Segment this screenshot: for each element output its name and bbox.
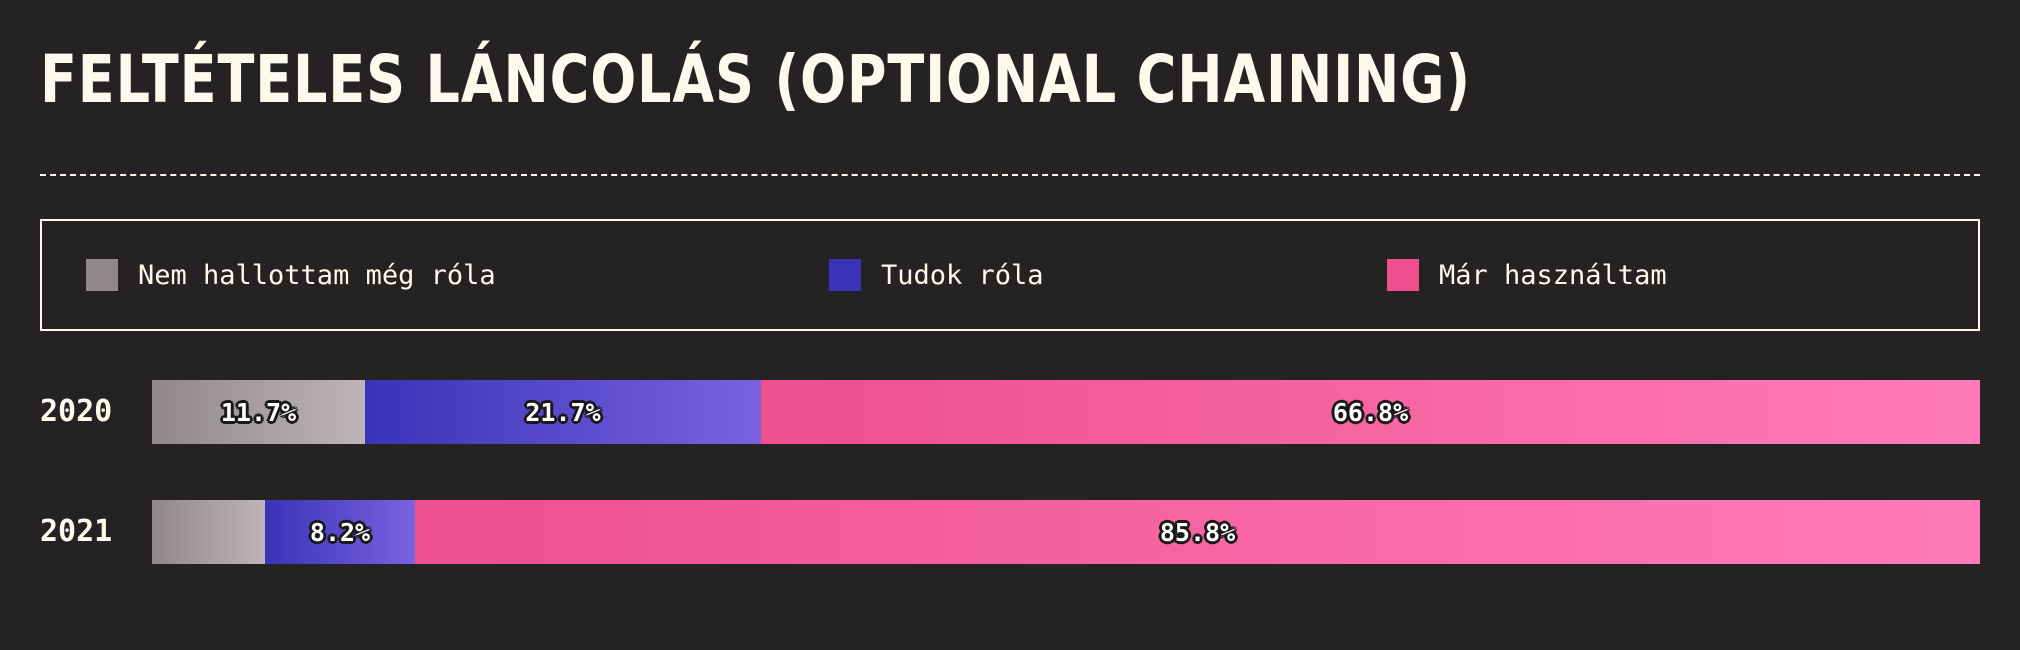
legend-item-never-heard[interactable]: Nem hallottam még róla [86, 259, 496, 291]
bar-segment-2021-used-it[interactable]: 85.8% [415, 500, 1980, 564]
bar-segment-2020-used-it[interactable]: 66.8% [761, 380, 1980, 444]
bar-row-2020: 11.7% 21.7% 66.8% [152, 380, 1980, 444]
bar-segment-2020-never-heard[interactable]: 11.7% [152, 380, 365, 444]
chart-title: FELTÉTELES LÁNCOLÁS (OPTIONAL CHAINING) [40, 41, 1471, 118]
bar-value-label: 8.2% [309, 517, 371, 547]
legend-label-used-it: Már használtam [1439, 259, 1667, 291]
bar-value-label: 21.7% [525, 397, 601, 427]
bar-segment-2021-never-heard[interactable] [152, 500, 265, 564]
legend-label-know-about: Tudok róla [881, 259, 1044, 291]
legend-swatch-never-heard [86, 259, 118, 291]
bar-segment-2021-know-about[interactable]: 8.2% [265, 500, 415, 564]
legend-swatch-know-about [829, 259, 861, 291]
bar-segment-2020-know-about[interactable]: 21.7% [365, 380, 761, 444]
divider [40, 174, 1980, 176]
legend-item-used-it[interactable]: Már használtam [1387, 259, 1667, 291]
year-label-2020: 2020 [40, 394, 113, 429]
legend-item-know-about[interactable]: Tudok róla [829, 259, 1044, 291]
bar-value-label: 11.7% [220, 397, 297, 427]
year-label-2021: 2021 [40, 514, 113, 549]
legend-swatch-used-it [1387, 259, 1419, 291]
legend: Nem hallottam még róla Tudok róla Már ha… [40, 219, 1980, 331]
bar-value-label: 66.8% [1332, 397, 1409, 427]
bar-value-label: 85.8% [1159, 517, 1236, 547]
legend-label-never-heard: Nem hallottam még róla [138, 259, 496, 291]
bar-row-2021: 8.2% 85.8% [152, 500, 1980, 564]
